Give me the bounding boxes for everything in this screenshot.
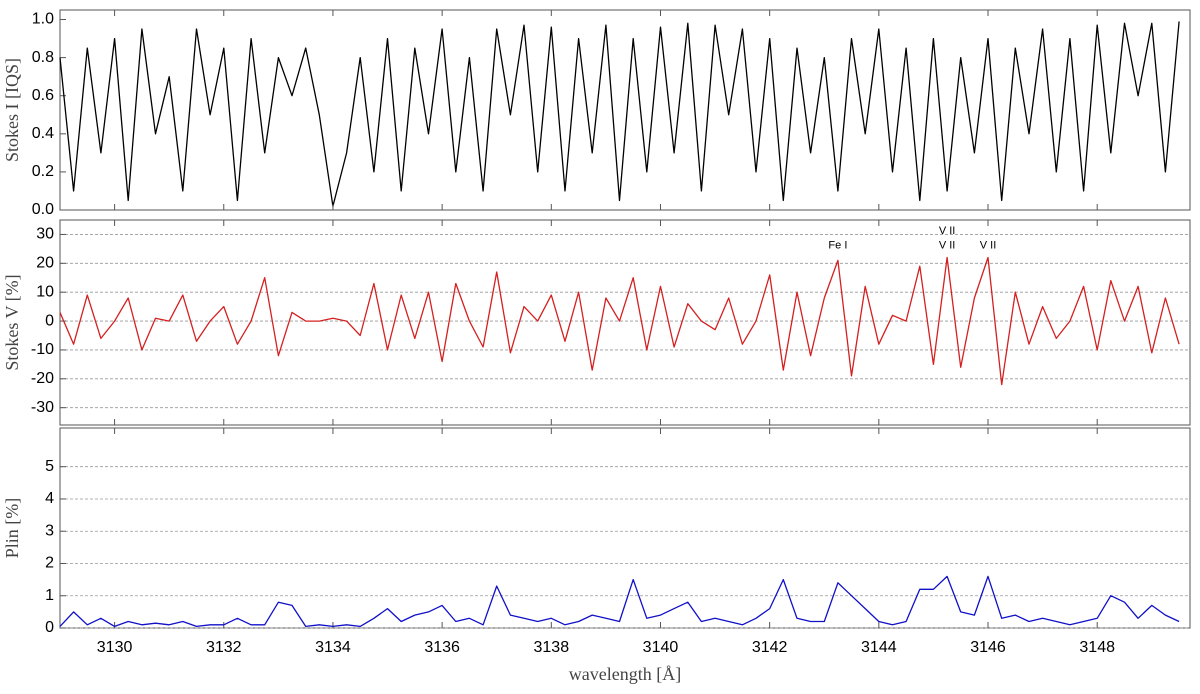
y-tick-label: 0	[45, 312, 54, 329]
annotation: V II	[939, 225, 956, 237]
y-axis-label: Stokes V [%]	[2, 274, 22, 370]
y-axis-label: Plin [%]	[2, 498, 22, 559]
annotation: V II	[980, 239, 997, 251]
y-tick-label: 0	[45, 619, 54, 636]
y-tick-label: 0.6	[32, 87, 54, 104]
data-line	[59, 21, 1180, 207]
data-line	[59, 575, 1180, 628]
y-tick-label: 3	[45, 522, 54, 539]
data-line	[59, 256, 1180, 386]
x-axis-label: wavelength [Å]	[569, 664, 681, 684]
x-tick-label: 3142	[752, 639, 788, 656]
x-tick-label: 3134	[315, 639, 351, 656]
x-tick-label: 3136	[424, 639, 460, 656]
y-tick-label: 1.0	[32, 11, 54, 28]
y-tick-label: -20	[31, 370, 54, 387]
x-tick-label: 3144	[861, 639, 897, 656]
plot-frame	[59, 219, 1191, 426]
annotation: V II	[939, 239, 956, 251]
y-tick-label: 5	[45, 458, 54, 475]
y-tick-label: 0.8	[32, 49, 54, 66]
plot-frame	[59, 427, 1191, 629]
y-tick-label: 4	[45, 490, 54, 507]
y-tick-label: 0.4	[32, 125, 54, 142]
x-tick-label: 3140	[643, 639, 679, 656]
plot-frame	[59, 9, 1191, 211]
y-tick-label: 0.0	[32, 201, 54, 218]
y-tick-label: -30	[31, 399, 54, 416]
y-tick-label: -10	[31, 341, 54, 358]
x-tick-label: 3130	[97, 639, 133, 656]
x-tick-label: 3132	[206, 639, 242, 656]
y-tick-label: 1	[45, 587, 54, 604]
x-tick-label: 3146	[970, 639, 1006, 656]
y-axis-label: Stokes I [IQS]	[2, 58, 22, 162]
y-tick-label: 0.2	[32, 163, 54, 180]
x-tick-label: 3138	[534, 639, 570, 656]
y-tick-label: 10	[36, 283, 54, 300]
y-tick-label: 30	[36, 226, 54, 243]
x-tick-label: 3148	[1079, 639, 1115, 656]
y-tick-label: 2	[45, 555, 54, 572]
y-tick-label: 20	[36, 255, 54, 272]
annotation: Fe I	[828, 239, 847, 251]
